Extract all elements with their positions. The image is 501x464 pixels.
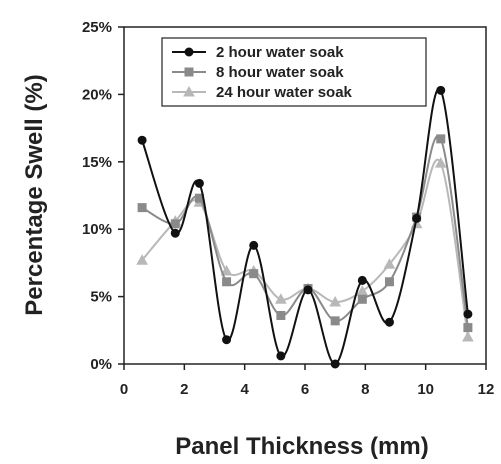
data-point bbox=[384, 277, 394, 287]
y-tick-label: 5% bbox=[90, 289, 112, 306]
data-point bbox=[276, 310, 286, 320]
data-point bbox=[436, 85, 446, 95]
y-tick-label: 20% bbox=[82, 86, 112, 103]
data-point bbox=[222, 335, 232, 345]
data-point bbox=[137, 135, 147, 145]
data-point bbox=[357, 294, 367, 304]
data-point bbox=[222, 277, 232, 287]
x-tick-label: 2 bbox=[180, 381, 188, 398]
y-axis-label: Percentage Swell (%) bbox=[21, 74, 48, 315]
data-point bbox=[170, 219, 180, 229]
x-tick-label: 0 bbox=[120, 381, 128, 398]
series-2 bbox=[137, 134, 473, 333]
data-point bbox=[249, 240, 259, 250]
data-point bbox=[463, 309, 473, 319]
legend-label: 24 hour water soak bbox=[216, 84, 353, 101]
x-tick-label: 6 bbox=[301, 381, 309, 398]
data-point bbox=[170, 228, 180, 238]
data-point bbox=[330, 359, 340, 369]
legend-marker bbox=[183, 85, 195, 97]
legend-marker bbox=[184, 47, 194, 57]
series-1 bbox=[137, 85, 473, 369]
data-point bbox=[384, 317, 394, 327]
legend: 2 hour water soak 8 hour water soak 24 hou… bbox=[161, 37, 427, 107]
data-point bbox=[434, 157, 447, 168]
data-point bbox=[249, 269, 259, 279]
data-point bbox=[136, 254, 148, 265]
data-point bbox=[275, 293, 287, 304]
series-layer bbox=[136, 85, 474, 369]
data-point bbox=[412, 213, 422, 223]
legend-marker bbox=[184, 67, 194, 77]
data-point bbox=[330, 316, 340, 326]
y-tick-label: 25% bbox=[82, 19, 112, 36]
data-point bbox=[276, 351, 286, 361]
legend-item: 8 hour water soak bbox=[172, 64, 344, 81]
data-point bbox=[303, 285, 313, 295]
legend-label: 8 hour water soak bbox=[216, 64, 344, 81]
series-line bbox=[141, 135, 469, 328]
legend-label: 2 hour water soak bbox=[216, 44, 344, 61]
y-tick-label: 0% bbox=[90, 356, 112, 373]
x-tick-label: 8 bbox=[361, 381, 369, 398]
data-point bbox=[194, 178, 204, 188]
data-point bbox=[329, 295, 342, 307]
data-point bbox=[357, 275, 367, 285]
y-tick-label: 15% bbox=[82, 154, 112, 171]
x-tick-label: 4 bbox=[240, 381, 249, 398]
x-tick-label: 12 bbox=[478, 381, 495, 398]
x-axis-ticks: 0 2 4 6 8 10 12 bbox=[120, 364, 495, 398]
data-point bbox=[383, 258, 396, 269]
x-axis-label: Panel Thickness (mm) bbox=[175, 433, 428, 460]
data-point bbox=[220, 264, 233, 276]
legend-item: 24 hour water soak bbox=[172, 84, 353, 101]
data-point bbox=[463, 323, 473, 333]
legend-item: 2 hour water soak bbox=[172, 44, 344, 61]
data-point bbox=[137, 203, 147, 213]
y-tick-label: 10% bbox=[82, 221, 112, 238]
y-axis-ticks: 0% 5% 10% 15% 20% 25% bbox=[82, 19, 124, 373]
x-tick-label: 10 bbox=[417, 381, 434, 398]
data-point bbox=[436, 134, 446, 144]
series-line bbox=[141, 158, 469, 338]
data-point bbox=[462, 331, 474, 342]
